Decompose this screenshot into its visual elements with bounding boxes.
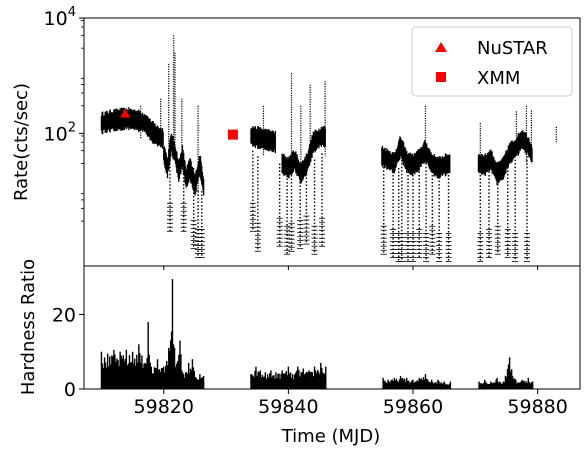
x-ticks: 59820 59840 59860 59880: [134, 266, 568, 418]
top-panel-data: [100, 35, 557, 262]
bottom-panel-frame: [83, 265, 581, 390]
x-tick-label: 59840: [258, 396, 318, 418]
legend-xmm-marker: [436, 72, 446, 82]
x-tick-label: 59880: [507, 396, 567, 418]
bottom-y-axis-label: Hardness Ratio: [18, 259, 39, 395]
bottom-y-ticks: 0 20: [52, 304, 84, 401]
x-tick-label: 59820: [134, 396, 194, 418]
top-y-axis-label: Rate(cts/sec): [11, 83, 32, 201]
legend: NuSTAR XMM: [411, 26, 573, 97]
xmm-point: [227, 129, 238, 140]
bottom-y-tick-label: 0: [64, 379, 76, 401]
bottom-panel-data: [100, 279, 534, 389]
bottom-y-tick-label: 20: [52, 304, 76, 326]
top-y-tick-label: 102: [44, 120, 76, 145]
nustar-point: [120, 108, 131, 118]
legend-nustar-label: NuSTAR: [477, 38, 548, 59]
legend-xmm-label: XMM: [477, 68, 520, 89]
legend-nustar-marker: [435, 42, 447, 52]
legend-box: [411, 26, 573, 97]
top-y-ticks: 102 104: [44, 5, 84, 222]
top-y-tick-label: 104: [44, 5, 76, 30]
x-axis-label: Time (MJD): [281, 426, 381, 447]
x-tick-label: 59860: [383, 396, 443, 418]
